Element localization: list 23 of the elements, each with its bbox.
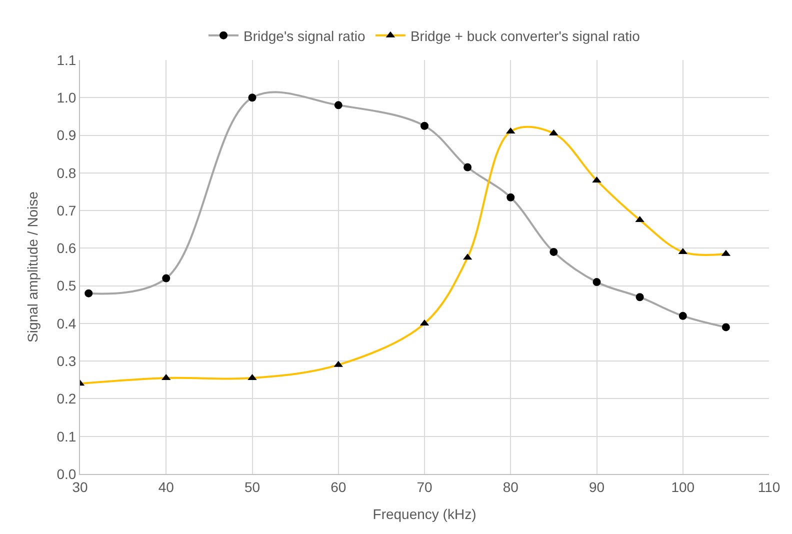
x-axis-title: Frequency (kHz): [372, 506, 476, 522]
y-tick-label: 0.7: [56, 202, 76, 218]
x-tick-label: 70: [416, 478, 432, 495]
y-tick-label: 0.6: [56, 240, 76, 256]
legend-label: Bridge's signal ratio: [244, 28, 366, 44]
y-tick-label: 0.8: [56, 164, 76, 181]
y-tick-label: 1.1: [56, 52, 76, 68]
x-tick-label: 100: [671, 478, 695, 495]
y-tick-label: 0.9: [56, 127, 76, 144]
x-tick-label: 80: [502, 478, 519, 495]
y-axis-title: Signal amplitude / Noise: [24, 191, 40, 342]
y-tick-label: 1.0: [56, 90, 76, 106]
y-tick-label: 0.1: [56, 428, 76, 444]
x-tick-label: 90: [588, 478, 605, 495]
x-tick-label: 60: [330, 478, 346, 495]
y-tick-label: 0.2: [56, 390, 76, 407]
legend-label: Bridge + buck converter's signal ratio: [410, 28, 640, 44]
x-tick-label: 50: [244, 478, 260, 495]
x-tick-label: 40: [158, 478, 174, 495]
y-tick-label: 0.5: [56, 278, 76, 294]
x-tick-label: 110: [758, 478, 780, 495]
y-tick-label: 0.4: [56, 315, 76, 332]
y-tick-label: 0.3: [56, 352, 76, 369]
